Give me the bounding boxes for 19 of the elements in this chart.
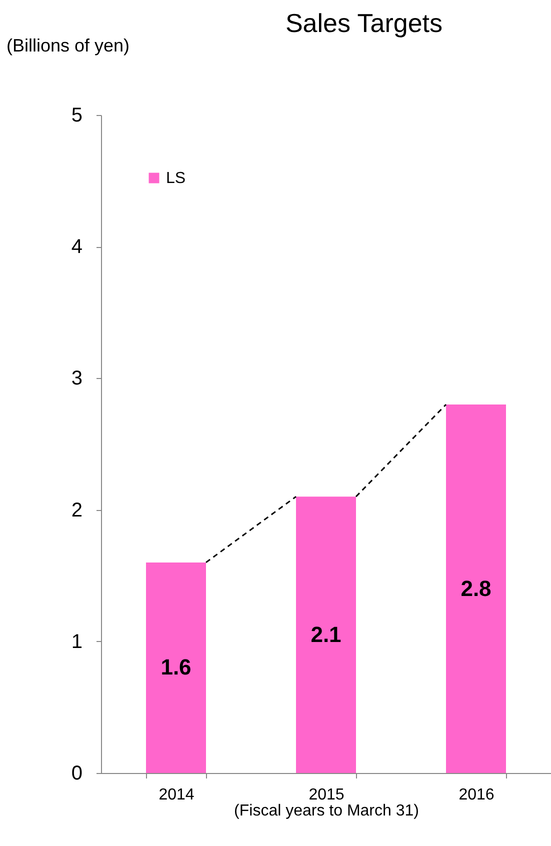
y-tick-label: 2 — [71, 499, 82, 522]
bar — [446, 404, 506, 773]
y-tick-label: 5 — [71, 104, 82, 126]
y-tick-label: 1 — [71, 630, 82, 653]
x-tick-label: 2016 — [458, 786, 494, 804]
data-label: 1.6 — [160, 654, 192, 680]
y-tick-label: 3 — [71, 368, 82, 390]
y-axis-title: (Billions of yen) — [6, 36, 130, 56]
x-tick-label: 2015 — [308, 786, 344, 804]
y-tick-label: 0 — [71, 762, 82, 784]
bar — [146, 562, 206, 773]
legend-label: LS — [166, 170, 186, 187]
x-tick-label: 2014 — [158, 786, 194, 804]
chart-title: Sales Targets — [285, 8, 443, 38]
data-label: 2.1 — [310, 622, 342, 647]
x-axis-title: (Fiscal years to March 31) — [234, 802, 419, 820]
y-tick-label: 4 — [71, 236, 82, 258]
bar — [296, 496, 356, 773]
data-label: 2.8 — [460, 576, 492, 601]
